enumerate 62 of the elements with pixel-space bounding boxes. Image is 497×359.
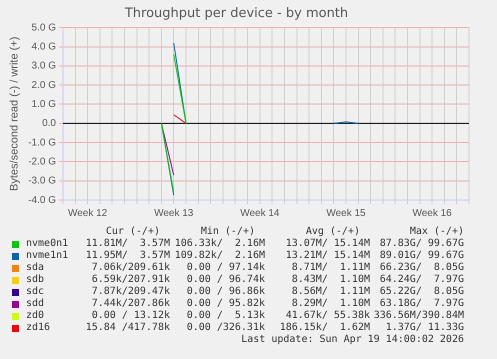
y-tick-label: 4.0 G [32, 42, 56, 53]
text: 0.00 / 5.13k [186, 310, 265, 321]
text: 0.00 / 96.86k [186, 286, 265, 297]
text: 109.82k/ 2.16M [174, 250, 265, 261]
text: 336.56M/390.84M [374, 310, 464, 321]
y-tick-label: -3.0 G [28, 176, 56, 187]
text: Max (-/+) [410, 226, 464, 237]
y-tick-label: 0.0 [42, 118, 56, 130]
text: 66.23G/ 8.05G [380, 262, 464, 273]
y-tick-label: -4.0 G [28, 194, 56, 206]
text: 8.71M/ 1.11M [292, 262, 370, 273]
text: 41.67k/ 55.38k [286, 310, 370, 321]
text: 15.84 /417.78k [86, 322, 170, 333]
text: 0.00 / 97.14k [186, 262, 265, 273]
y-tick-label: 2.0 G [32, 80, 56, 91]
text: 1.37G/ 11.33G [386, 322, 464, 333]
y-tick-label: -1.0 G [28, 137, 56, 148]
text: Avg (-/+) [306, 226, 360, 237]
x-tick-label: Week 13 [154, 208, 194, 219]
y-tick-label: -2.0 G [28, 156, 56, 168]
text: 186.15k/ 1.62M [280, 322, 370, 333]
text: 65.22G/ 8.05G [380, 286, 464, 297]
text: 8.56M/ 1.11M [292, 286, 370, 297]
x-tick-label: Week 14 [240, 208, 280, 219]
legend-label: nvme1n1 [26, 250, 68, 261]
text: 7.06k/209.61k [92, 262, 170, 273]
text: Cur (-/+) [106, 226, 160, 237]
text: 7.44k/207.86k [92, 298, 170, 309]
text: 89.01G/ 99.67G [380, 250, 464, 261]
text: Min (-/+) [200, 226, 255, 237]
chart-title: Throughput per device - by month [124, 6, 348, 22]
text: 7.87k/209.47k [92, 286, 170, 297]
legend-label: zd0 [26, 310, 44, 321]
legend-label: sdb [26, 274, 44, 285]
text: 6.59k/207.91k [92, 274, 170, 285]
text: 13.07M/ 15.14M [286, 238, 370, 249]
y-tick-label: 1.0 G [32, 98, 56, 110]
text: 0.00 / 13.12k [92, 310, 170, 321]
legend-label: sdd [26, 298, 44, 309]
text: 0.00 / 95.82k [186, 298, 265, 309]
text: 0.00 / 96.74k [186, 274, 265, 285]
text: 8.43M/ 1.10M [292, 274, 370, 285]
legend-label: sdc [26, 286, 44, 297]
text: 0.00 /326.31k [186, 322, 265, 333]
x-tick-label: Week 16 [412, 208, 452, 219]
text: 106.33k/ 2.16M [174, 238, 265, 249]
x-tick-label: Week 12 [68, 208, 108, 219]
legend-label: nvme0n1 [26, 238, 68, 249]
legend-label: sda [26, 262, 44, 273]
legend-label: zd16 [26, 322, 50, 333]
y-axis-title: Bytes/second read (-) / write (+) [8, 36, 21, 191]
text: 11.95M/ 3.57M [86, 250, 170, 261]
y-tick-label: 3.0 G [32, 60, 56, 72]
text: 64.24G/ 7.97G [380, 274, 464, 285]
x-tick-label: Week 15 [326, 208, 366, 219]
text: 63.18G/ 7.97G [380, 298, 464, 309]
text: 13.21M/ 15.14M [286, 250, 370, 261]
text: 87.83G/ 99.67G [380, 238, 464, 249]
text: Last update: Sun Apr 19 14:00:02 2026 [241, 334, 464, 345]
text: 11.81M/ 3.57M [86, 238, 170, 249]
text: 8.29M/ 1.10M [292, 298, 370, 309]
y-tick-label: 5.0 G [32, 22, 56, 34]
